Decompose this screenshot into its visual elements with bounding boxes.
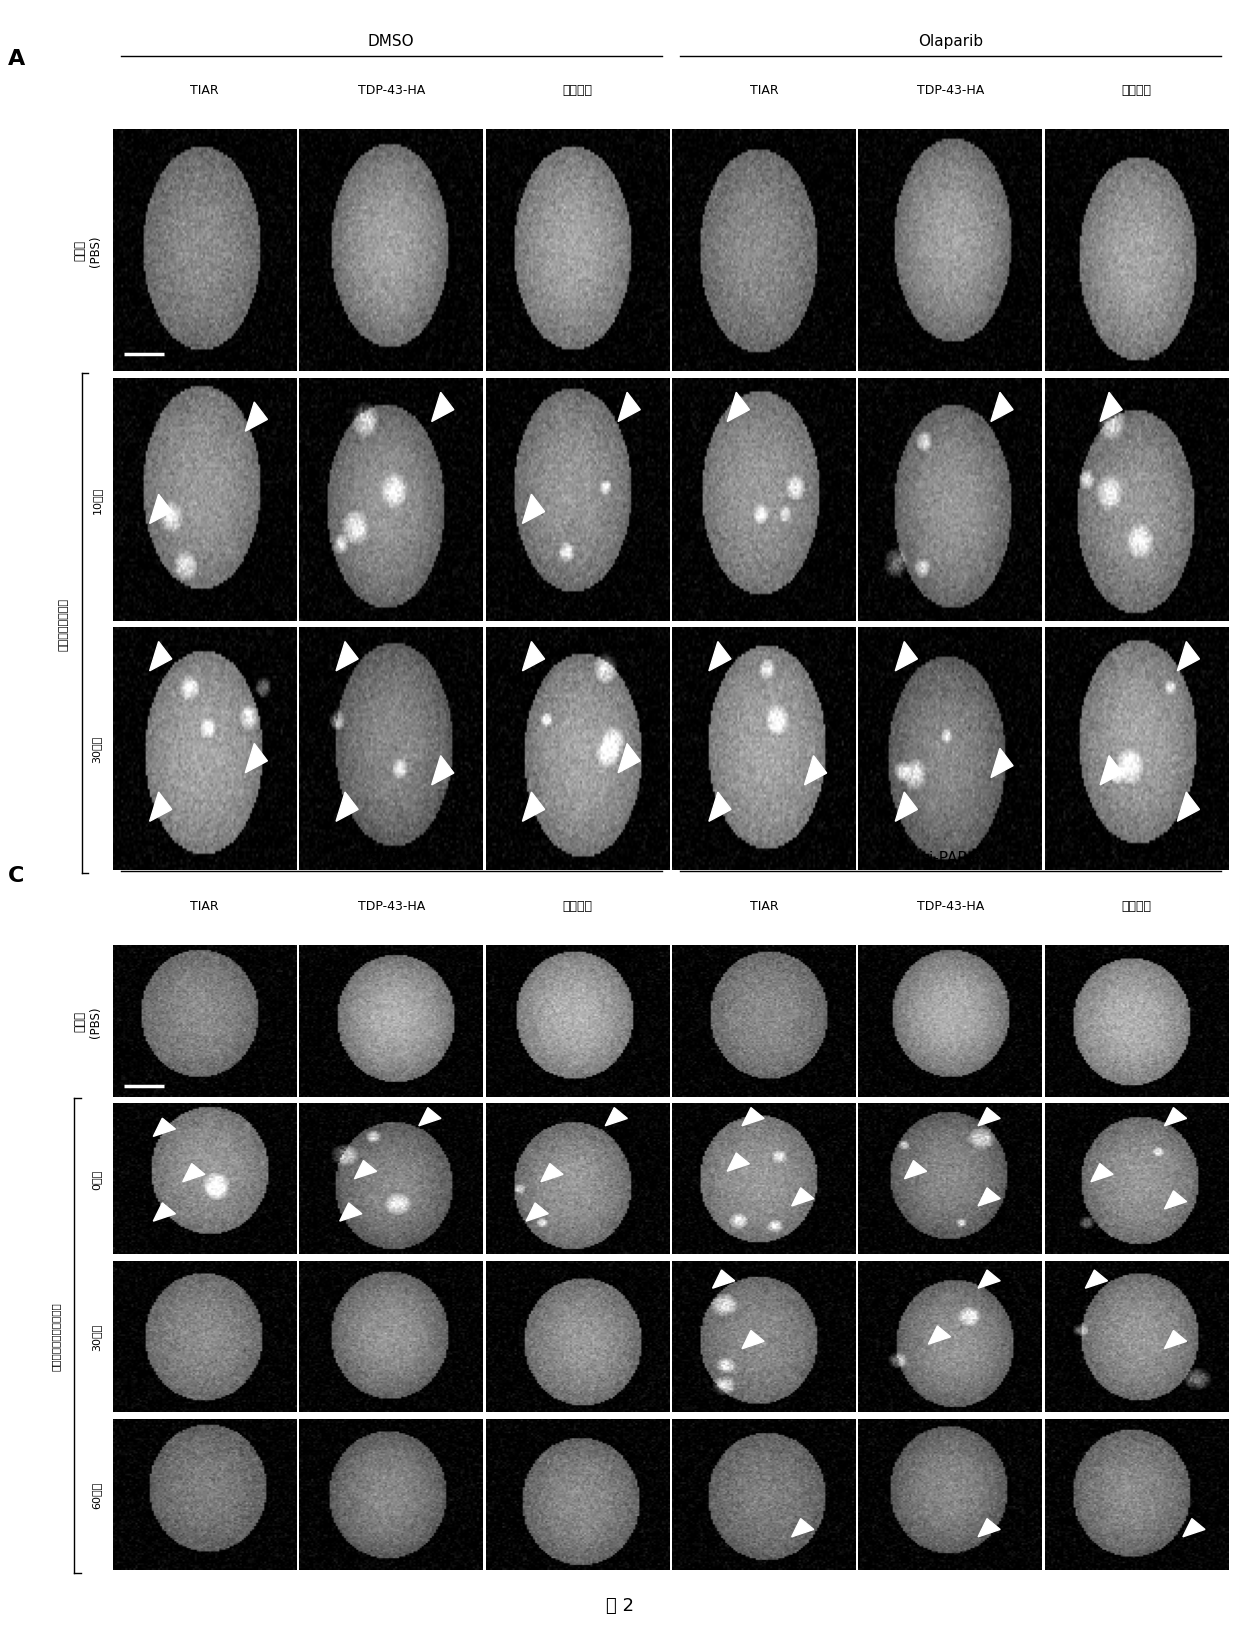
Polygon shape (727, 1154, 749, 1172)
Polygon shape (709, 642, 732, 672)
Polygon shape (355, 1160, 377, 1178)
Polygon shape (978, 1188, 1001, 1206)
Polygon shape (340, 1203, 362, 1221)
Polygon shape (246, 744, 268, 774)
Polygon shape (1177, 642, 1199, 672)
Text: C: C (7, 865, 24, 885)
Polygon shape (618, 744, 640, 774)
Text: TDP-43-HA: TDP-43-HA (357, 84, 425, 97)
Text: 无应激
(PBS): 无应激 (PBS) (73, 1006, 102, 1037)
Polygon shape (742, 1331, 764, 1349)
Polygon shape (1100, 756, 1122, 785)
Polygon shape (991, 749, 1013, 779)
Polygon shape (709, 793, 732, 821)
Polygon shape (978, 1108, 1001, 1126)
Polygon shape (1164, 1108, 1187, 1126)
Text: 通道叠加: 通道叠加 (563, 900, 593, 913)
Text: 30分钟: 30分钟 (92, 736, 102, 762)
Polygon shape (929, 1326, 951, 1344)
Polygon shape (1164, 1192, 1187, 1210)
Text: 0分钟: 0分钟 (92, 1169, 102, 1190)
Polygon shape (791, 1519, 813, 1537)
Text: 30分钟: 30分钟 (92, 1323, 102, 1351)
Text: 通道叠加: 通道叠加 (563, 84, 593, 97)
Polygon shape (895, 642, 918, 672)
Text: si-Ctrl: si-Ctrl (368, 851, 414, 865)
Text: TIAR: TIAR (750, 900, 779, 913)
Text: A: A (7, 49, 25, 69)
Polygon shape (419, 1108, 441, 1126)
Polygon shape (541, 1164, 563, 1182)
Polygon shape (336, 793, 358, 821)
Text: 10分钟: 10分钟 (92, 487, 102, 513)
Text: TIAR: TIAR (191, 84, 219, 97)
Polygon shape (1177, 793, 1199, 821)
Polygon shape (522, 642, 544, 672)
Polygon shape (791, 1188, 813, 1206)
Polygon shape (618, 393, 640, 423)
Polygon shape (150, 793, 172, 821)
Polygon shape (805, 756, 827, 785)
Text: 60分钟: 60分钟 (92, 1482, 102, 1508)
Polygon shape (522, 495, 544, 524)
Polygon shape (1091, 1164, 1114, 1182)
Polygon shape (1183, 1519, 1205, 1537)
Polygon shape (1100, 393, 1122, 423)
Polygon shape (978, 1270, 1001, 1288)
Text: DMSO: DMSO (368, 34, 414, 49)
Polygon shape (727, 393, 749, 423)
Polygon shape (336, 642, 358, 672)
Text: TIAR: TIAR (191, 900, 219, 913)
Polygon shape (526, 1203, 548, 1221)
Polygon shape (522, 793, 544, 821)
Polygon shape (246, 403, 268, 433)
Polygon shape (150, 495, 172, 524)
Text: TDP-43-HA: TDP-43-HA (916, 84, 985, 97)
Text: si-PARG: si-PARG (921, 851, 980, 865)
Polygon shape (605, 1108, 627, 1126)
Polygon shape (742, 1108, 764, 1126)
Polygon shape (991, 393, 1013, 423)
Text: 图 2: 图 2 (606, 1596, 634, 1614)
Polygon shape (1164, 1331, 1187, 1349)
Polygon shape (150, 642, 172, 672)
Polygon shape (432, 393, 454, 423)
Text: 无应激
(PBS): 无应激 (PBS) (73, 234, 102, 267)
Polygon shape (432, 756, 454, 785)
Text: TDP-43-HA: TDP-43-HA (357, 900, 425, 913)
Polygon shape (978, 1519, 1001, 1537)
Polygon shape (904, 1160, 926, 1178)
Polygon shape (1085, 1270, 1107, 1288)
Text: 应激（亚砷酸钠）后恢复: 应激（亚砷酸钠）后恢复 (51, 1301, 61, 1370)
Polygon shape (154, 1203, 176, 1221)
Polygon shape (182, 1164, 205, 1182)
Text: TIAR: TIAR (750, 84, 779, 97)
Polygon shape (895, 793, 918, 821)
Text: Olaparib: Olaparib (918, 34, 983, 49)
Text: 应激（亚砷酸钠）: 应激（亚砷酸钠） (58, 597, 68, 651)
Polygon shape (713, 1270, 735, 1288)
Text: 通道叠加: 通道叠加 (1122, 900, 1152, 913)
Text: TDP-43-HA: TDP-43-HA (916, 900, 985, 913)
Text: 通道叠加: 通道叠加 (1122, 84, 1152, 97)
Polygon shape (154, 1118, 176, 1137)
